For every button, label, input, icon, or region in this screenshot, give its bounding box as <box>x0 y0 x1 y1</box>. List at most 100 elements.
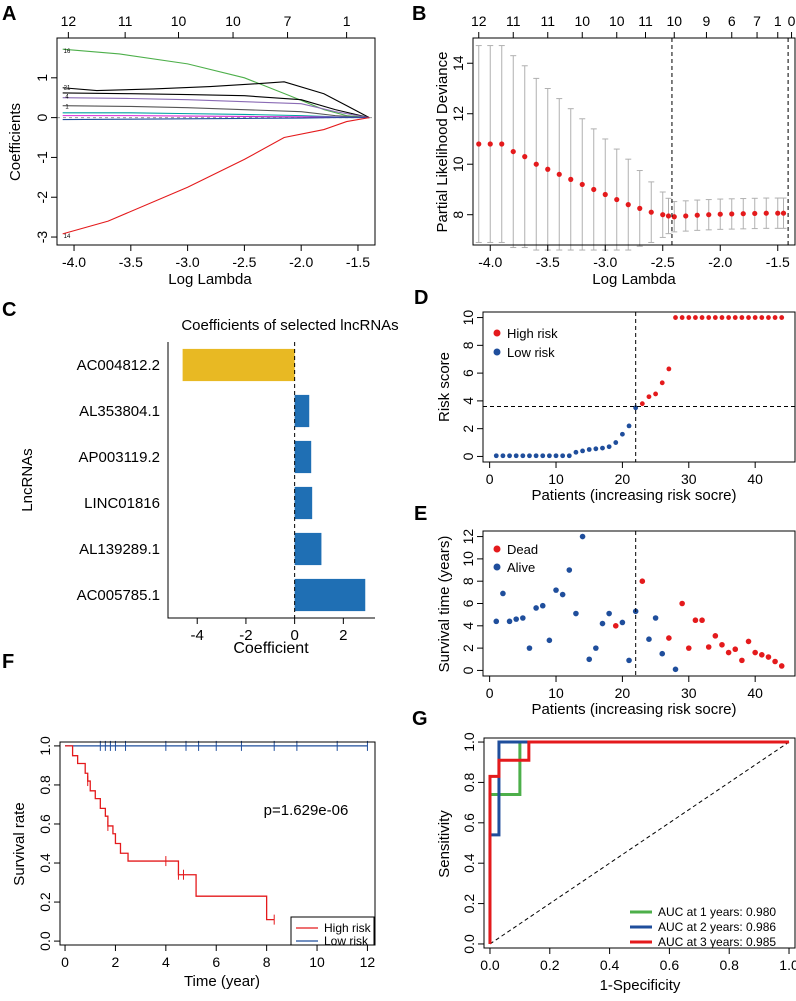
y-axis-e-tick-label: 10 <box>460 551 476 567</box>
y-label-e: Survival time (years) <box>436 536 453 673</box>
panel-letter-A: A <box>2 3 16 25</box>
coef-path-a <box>62 81 370 119</box>
risk-score-point-d <box>772 315 778 320</box>
y-axis-d-tick-label: 6 <box>460 369 476 377</box>
legend-dot-dead-e <box>493 545 501 553</box>
survival-point-e <box>559 591 566 598</box>
deviance-point-b <box>591 186 597 193</box>
x-axis-d-tick-label: 20 <box>615 471 631 487</box>
x-axis-a-tick-label: -2.0 <box>289 254 313 270</box>
risk-score-point-d <box>626 423 632 429</box>
risk-score-point-d <box>746 315 751 320</box>
y-axis-e-tick-label: 2 <box>460 644 476 652</box>
risk-score-point-d <box>693 315 698 320</box>
risk-score-point-d <box>739 315 745 320</box>
y-axis-d-tick-label: 8 <box>460 341 476 349</box>
survival-point-e <box>526 645 533 651</box>
risk-score-point-d <box>573 449 579 455</box>
survival-point-e <box>593 645 599 651</box>
x-axis-g-tick-label: 0.4 <box>600 957 620 973</box>
deviance-point-b <box>568 176 574 182</box>
risk-score-point-d <box>606 444 612 450</box>
risk-score-point-d <box>533 453 539 459</box>
risk-score-point-d <box>752 315 758 320</box>
legend-label-g: AUC at 1 years: 0.980 <box>658 905 776 919</box>
deviance-point-b <box>476 141 482 147</box>
top-axis-b-label: 12 <box>471 13 487 29</box>
x-axis-e-tick-label: 30 <box>681 685 697 701</box>
y-axis-a-tick-label: -1 <box>34 151 50 164</box>
survival-point-e <box>493 618 500 625</box>
top-axis-b-label: 0 <box>788 13 796 29</box>
survival-point-e <box>752 649 758 656</box>
top-axis-a-label: 7 <box>284 13 292 29</box>
risk-score-point-d <box>600 445 605 451</box>
deviance-point-b <box>775 210 781 216</box>
x-axis-b-tick-label: -1.5 <box>766 254 790 270</box>
panel-letter-E: E <box>414 503 427 525</box>
deviance-point-b <box>706 212 712 218</box>
deviance-point-b <box>763 210 769 216</box>
x-axis-e-tick-label: 20 <box>615 685 631 701</box>
deviance-point-b <box>533 161 539 167</box>
line-label-a: 21 <box>64 86 71 92</box>
x-axis-f-tick-label: 10 <box>309 954 325 970</box>
survival-point-e <box>778 663 785 669</box>
deviance-point-b <box>556 171 562 177</box>
line-label-a: 14 <box>64 234 71 240</box>
axes-c <box>167 342 375 619</box>
deviance-point-b <box>637 205 643 211</box>
risk-score-point-d <box>633 405 639 411</box>
deviance-point-b <box>683 213 689 219</box>
deviance-point-b <box>545 166 551 172</box>
top-axis-b-label: 7 <box>753 13 761 29</box>
risk-score-point-d <box>712 315 718 320</box>
y-axis-d-tick-label: 2 <box>460 425 476 433</box>
x-axis-b-tick-label: -3.5 <box>536 254 560 270</box>
panel-letter-G: G <box>412 708 428 730</box>
x-axis-b-tick-label: -3.0 <box>593 254 617 270</box>
deviance-point-b <box>729 211 735 217</box>
risk-score-point-d <box>646 394 652 400</box>
x-axis-b-tick-label: -2.5 <box>651 254 675 270</box>
deviance-point-b <box>717 211 723 217</box>
y-axis-g-tick-label: 1.0 <box>461 732 477 752</box>
y-label-c: LncRNAs <box>19 448 36 511</box>
legend-label-high-f: High risk <box>324 921 372 935</box>
lncrna-label-c: AL353804.1 <box>79 403 160 420</box>
legend-label-alive-e: Alive <box>507 560 535 575</box>
survival-point-e <box>646 636 652 642</box>
plot-frame-b <box>472 37 796 246</box>
x-axis-d-tick-label: 0 <box>486 471 494 487</box>
line-label-a: 4 <box>65 95 69 101</box>
top-axis-b-label: 6 <box>728 13 736 29</box>
survival-point-e <box>612 623 619 629</box>
x-axis-g-tick-label: 1.0 <box>779 957 796 973</box>
chart-title-c: Coefficients of selected lncRNAs <box>181 317 398 334</box>
y-axis-f-tick-label: 0.8 <box>37 775 53 795</box>
y-axis-f-tick-label: 0.0 <box>37 931 53 951</box>
risk-score-point-d <box>500 453 506 459</box>
risk-score-point-d <box>653 391 658 397</box>
survival-point-e <box>539 602 546 609</box>
top-axis-b-label: 11 <box>540 13 555 29</box>
risk-score-point-d <box>566 453 572 459</box>
y-axis-e-tick-label: 6 <box>460 599 476 607</box>
risk-score-point-d <box>546 453 552 459</box>
risk-score-point-d <box>779 315 785 320</box>
deviance-point-b <box>694 212 700 218</box>
survival-point-e <box>533 605 539 611</box>
x-axis-f-tick-label: 2 <box>112 954 120 970</box>
survival-point-e <box>772 658 778 665</box>
roc-curve-g <box>488 740 790 944</box>
survival-point-e <box>639 578 646 584</box>
deviance-point-b <box>780 210 787 216</box>
x-axis-c-tick-label: -4 <box>191 627 204 644</box>
x-axis-g-tick-label: 0.0 <box>480 957 500 973</box>
x-axis-a-tick-label: -2.5 <box>232 254 256 270</box>
coefficient-bar-c <box>294 440 312 474</box>
survival-point-e <box>705 644 712 650</box>
legend-dot-high-d <box>493 329 501 337</box>
risk-score-point-d <box>507 453 512 459</box>
risk-score-point-d <box>679 315 685 320</box>
